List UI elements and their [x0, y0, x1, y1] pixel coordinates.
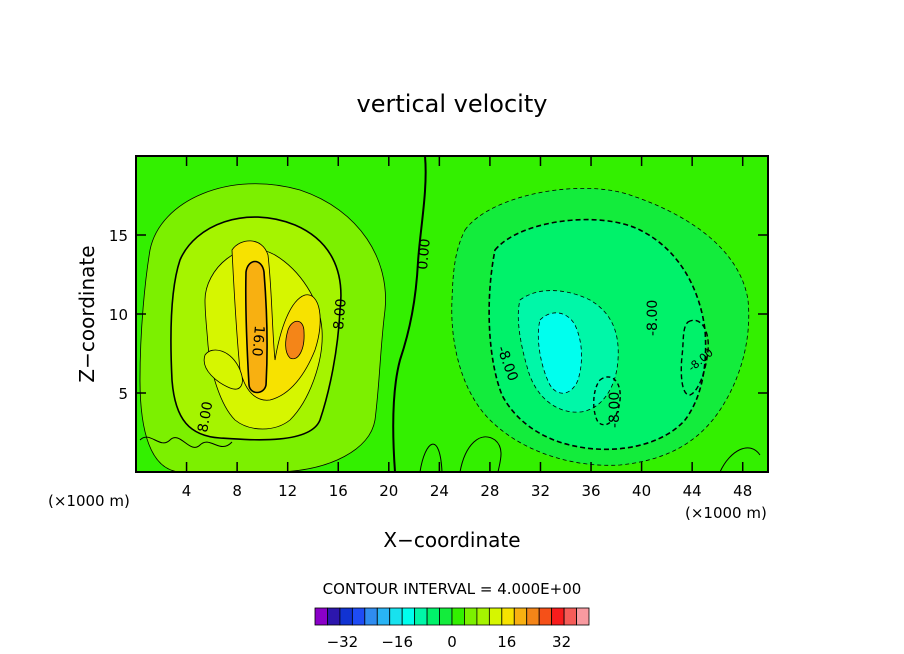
contour-label-neg8a: -8.00	[645, 300, 661, 336]
contour-label-8a: 8.00	[331, 298, 350, 330]
colorbar-swatch	[464, 607, 478, 626]
x-tick-label: 44	[683, 482, 702, 500]
colorbar-swatch	[439, 607, 453, 626]
colorbar-tick-label: −16	[381, 633, 413, 651]
colorbar-swatch	[327, 607, 341, 626]
x-tick-label: 20	[379, 482, 398, 500]
x-tick-label: 12	[278, 482, 297, 500]
updraft-band-5	[244, 260, 268, 394]
downdraft-cell-right	[680, 319, 709, 396]
colorbar-ticks: −32 −16 0 16 32	[327, 633, 572, 651]
colorbar-swatch	[451, 607, 465, 626]
updraft-band-7	[203, 349, 243, 390]
x-tick-label: 32	[531, 482, 550, 500]
y-tick-label: 15	[109, 227, 128, 245]
x-tick-label: 40	[632, 482, 651, 500]
y-tick-label: 10	[109, 306, 128, 324]
chart-title: vertical velocity	[357, 90, 548, 118]
zero-contour	[392, 156, 427, 472]
colorbar-tick-label: 0	[447, 633, 457, 651]
colorbar-swatch	[513, 607, 528, 626]
x-unit-left: (×1000 m)	[48, 492, 130, 510]
contour-label-zero: 0.00	[415, 238, 434, 270]
colorbar-swatch	[538, 607, 553, 626]
contour-label-16: 16.0	[248, 325, 267, 357]
colorbar-swatch	[551, 607, 565, 626]
y-axis-ticks: 5 10 15	[109, 227, 768, 403]
colorbar-swatch	[576, 607, 590, 626]
contour-interval-text: CONTOUR INTERVAL = 4.000E+00	[323, 580, 582, 598]
colorbar-swatch	[501, 607, 515, 626]
colorbar-swatch	[351, 607, 366, 626]
x-tick-label: 36	[581, 482, 600, 500]
colorbar-swatch	[314, 607, 328, 626]
colorbar-swatch	[476, 607, 490, 626]
y-axis-label: Z−coordinate	[75, 245, 99, 382]
colorbar-tick-label: 16	[497, 633, 516, 651]
x-axis-ticks: 4 8 12 16 20 24 28 32 36 40 44 48	[182, 156, 752, 500]
colorbar-swatch	[526, 607, 540, 626]
colorbar-swatch	[364, 607, 378, 626]
x-tick-label: 28	[480, 482, 499, 500]
x-tick-label: 16	[329, 482, 348, 500]
x-tick-label: 24	[430, 482, 449, 500]
contour-label-neg8c: -8.00	[607, 392, 623, 428]
colorbar-tick-label: 32	[552, 633, 571, 651]
downdraft-band-4	[537, 312, 582, 394]
colorbar-swatch	[389, 607, 403, 626]
colorbar	[314, 607, 590, 626]
colorbar-swatch	[563, 607, 577, 626]
downdraft-cell-small	[593, 376, 621, 426]
x-tick-label: 4	[182, 482, 192, 500]
colorbar-swatch	[488, 607, 503, 626]
colorbar-swatch	[401, 607, 416, 626]
x-tick-label: 48	[733, 482, 752, 500]
ground-contours	[139, 436, 761, 472]
colorbar-swatch	[426, 607, 440, 626]
colorbar-swatch	[376, 607, 391, 626]
colorbar-swatch	[414, 607, 428, 626]
x-tick-label: 8	[232, 482, 242, 500]
contour-label-8b: 8.00	[195, 400, 216, 433]
colorbar-tick-label: −32	[327, 633, 359, 651]
x-unit-right: (×1000 m)	[685, 504, 767, 522]
updraft-band-6	[285, 320, 305, 360]
contour-field	[139, 156, 761, 472]
colorbar-swatch	[339, 607, 353, 626]
y-tick-label: 5	[118, 385, 128, 403]
x-axis-label: X−coordinate	[383, 528, 520, 552]
